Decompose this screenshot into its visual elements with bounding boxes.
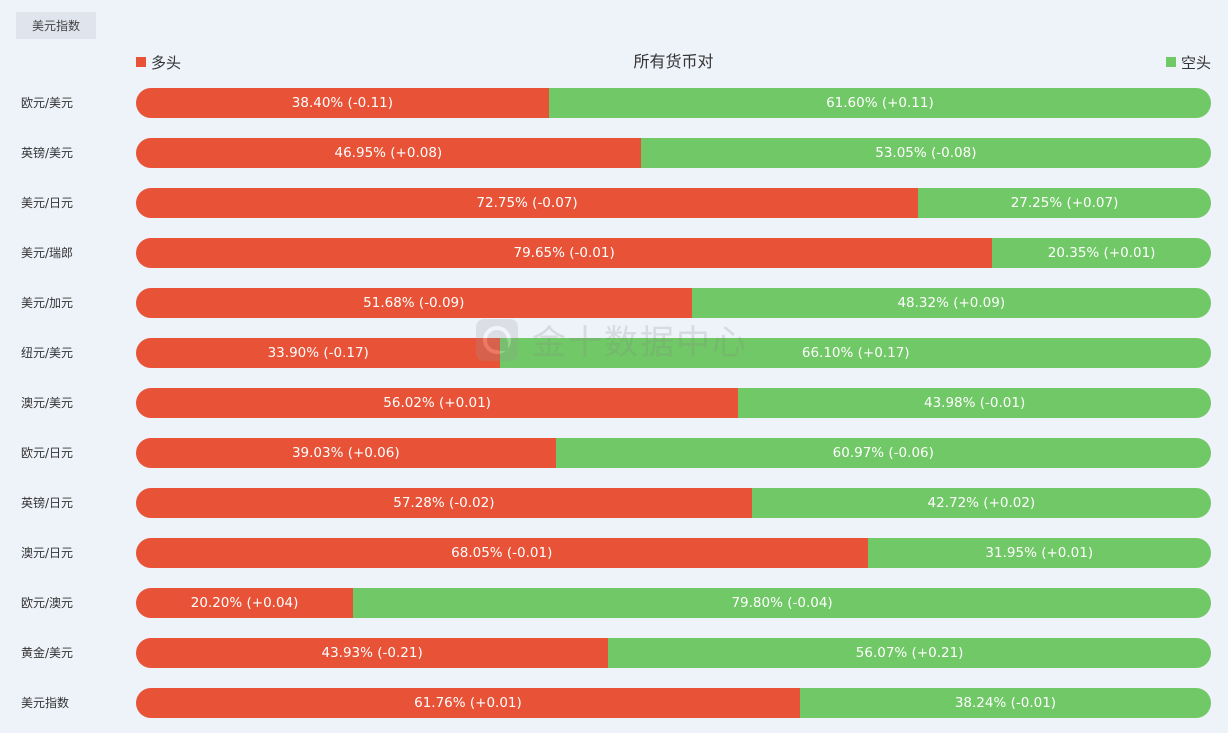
chart-row: 欧元/澳元 20.20% (+0.04) 79.80% (-0.04) <box>0 588 1228 618</box>
bar-segment-long[interactable]: 56.02% (+0.01) <box>136 388 739 418</box>
category-label: 美元/瑞郎 <box>21 246 74 260</box>
bar-segment-long[interactable]: 46.95% (+0.08) <box>136 138 641 168</box>
chart-row: 纽元/美元 33.90% (-0.17) 66.10% (+0.17) <box>0 338 1228 368</box>
stacked-bar[interactable]: 33.90% (-0.17) 66.10% (+0.17) <box>136 338 1211 368</box>
category-label: 美元指数 <box>21 696 70 710</box>
bar-segment-short[interactable]: 56.07% (+0.21) <box>608 638 1211 668</box>
bar-segment-long[interactable]: 57.28% (-0.02) <box>136 488 752 518</box>
legend-short[interactable]: 空头 <box>1165 52 1211 72</box>
chart-row: 欧元/日元 39.03% (+0.06) 60.97% (-0.06) <box>0 438 1228 468</box>
bar-segment-long[interactable]: 72.75% (-0.07) <box>136 188 919 218</box>
bar-segment-long[interactable]: 39.03% (+0.06) <box>136 438 556 468</box>
chart-row: 英镑/日元 57.28% (-0.02) 42.72% (+0.02) <box>0 488 1228 518</box>
stacked-bar[interactable]: 51.68% (-0.09) 48.32% (+0.09) <box>136 288 1211 318</box>
stacked-bar[interactable]: 46.95% (+0.08) 53.05% (-0.08) <box>136 138 1211 168</box>
category-label: 纽元/美元 <box>21 346 74 360</box>
bar-segment-long[interactable]: 68.05% (-0.01) <box>136 538 868 568</box>
tab-usd-index[interactable]: 美元指数 <box>16 12 96 39</box>
chart-row: 黄金/美元 43.93% (-0.21) 56.07% (+0.21) <box>0 638 1228 668</box>
stacked-bar[interactable]: 38.40% (-0.11) 61.60% (+0.11) <box>136 88 1211 118</box>
stacked-bar[interactable]: 39.03% (+0.06) 60.97% (-0.06) <box>136 438 1211 468</box>
chart-title: 所有货币对 <box>633 52 714 71</box>
category-label: 欧元/美元 <box>21 96 74 110</box>
bar-segment-short[interactable]: 43.98% (-0.01) <box>738 388 1211 418</box>
bar-segment-long[interactable]: 51.68% (-0.09) <box>136 288 692 318</box>
chart-row: 美元/瑞郎 79.65% (-0.01) 20.35% (+0.01) <box>0 238 1228 268</box>
bar-segment-long[interactable]: 38.40% (-0.11) <box>136 88 549 118</box>
bar-segment-long[interactable]: 61.76% (+0.01) <box>136 688 800 718</box>
bar-segment-short[interactable]: 61.60% (+0.11) <box>548 88 1211 118</box>
bar-segment-short[interactable]: 48.32% (+0.09) <box>691 288 1211 318</box>
stacked-bar[interactable]: 79.65% (-0.01) 20.35% (+0.01) <box>136 238 1211 268</box>
stacked-bar[interactable]: 43.93% (-0.21) 56.07% (+0.21) <box>136 638 1211 668</box>
stacked-bar[interactable]: 57.28% (-0.02) 42.72% (+0.02) <box>136 488 1211 518</box>
category-label: 澳元/美元 <box>21 396 74 410</box>
bar-segment-short[interactable]: 53.05% (-0.08) <box>640 138 1211 168</box>
bar-segment-long[interactable]: 33.90% (-0.17) <box>136 338 501 368</box>
chart-row: 美元/加元 51.68% (-0.09) 48.32% (+0.09) <box>0 288 1228 318</box>
bar-segment-long[interactable]: 43.93% (-0.21) <box>136 638 609 668</box>
category-label: 欧元/澳元 <box>21 596 74 610</box>
category-label: 英镑/美元 <box>21 146 74 160</box>
bar-segment-short[interactable]: 66.10% (+0.17) <box>500 338 1211 368</box>
chart-row: 英镑/美元 46.95% (+0.08) 53.05% (-0.08) <box>0 138 1228 168</box>
bar-segment-short[interactable]: 60.97% (-0.06) <box>555 438 1211 468</box>
bar-segment-short[interactable]: 20.35% (+0.01) <box>992 238 1211 268</box>
chart-row: 美元/日元 72.75% (-0.07) 27.25% (+0.07) <box>0 188 1228 218</box>
stacked-bar[interactable]: 20.20% (+0.04) 79.80% (-0.04) <box>136 588 1211 618</box>
bar-segment-short[interactable]: 38.24% (-0.01) <box>799 688 1211 718</box>
category-label: 黄金/美元 <box>21 646 74 660</box>
legend-long-swatch <box>136 57 146 67</box>
legend-long[interactable]: 多头 <box>136 52 181 72</box>
chart-row: 澳元/美元 56.02% (+0.01) 43.98% (-0.01) <box>0 388 1228 418</box>
bar-segment-long[interactable]: 20.20% (+0.04) <box>136 588 354 618</box>
legend-short-label: 空头 <box>1180 53 1211 72</box>
stacked-bar[interactable]: 56.02% (+0.01) 43.98% (-0.01) <box>136 388 1211 418</box>
chart-row: 美元指数 61.76% (+0.01) 38.24% (-0.01) <box>0 688 1228 718</box>
legend-short-swatch <box>1165 57 1176 67</box>
stacked-bar[interactable]: 72.75% (-0.07) 27.25% (+0.07) <box>136 188 1211 218</box>
chart-row: 澳元/日元 68.05% (-0.01) 31.95% (+0.01) <box>0 538 1228 568</box>
bar-segment-short[interactable]: 42.72% (+0.02) <box>751 488 1211 518</box>
chart-row: 欧元/美元 38.40% (-0.11) 61.60% (+0.11) <box>0 88 1228 118</box>
category-label: 澳元/日元 <box>21 546 74 560</box>
bar-segment-short[interactable]: 79.80% (-0.04) <box>353 588 1211 618</box>
stacked-bar[interactable]: 61.76% (+0.01) 38.24% (-0.01) <box>136 688 1211 718</box>
bar-segment-short[interactable]: 31.95% (+0.01) <box>867 538 1211 568</box>
bar-segment-long[interactable]: 79.65% (-0.01) <box>136 238 993 268</box>
category-label: 美元/加元 <box>21 296 74 310</box>
category-label: 美元/日元 <box>21 196 74 210</box>
category-label: 英镑/日元 <box>21 496 74 510</box>
legend-long-label: 多头 <box>151 53 182 72</box>
category-label: 欧元/日元 <box>21 446 74 460</box>
bar-segment-short[interactable]: 27.25% (+0.07) <box>918 188 1211 218</box>
stacked-bar[interactable]: 68.05% (-0.01) 31.95% (+0.01) <box>136 538 1211 568</box>
